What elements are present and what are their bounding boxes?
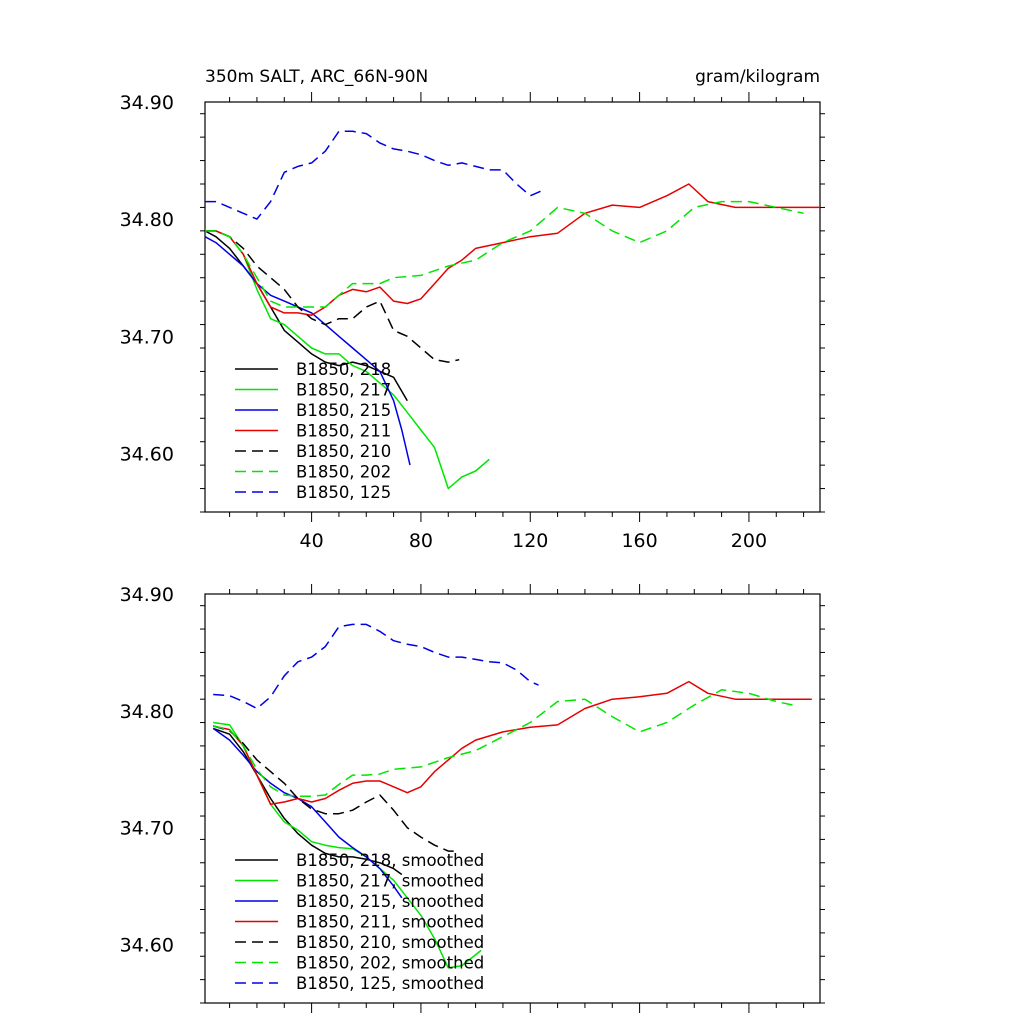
legend-label: B1850, 215, smoothed xyxy=(296,892,484,911)
legend-label: B1850, 217, smoothed xyxy=(296,872,484,891)
x-tick-label: 40 xyxy=(300,530,324,552)
series-line-3 xyxy=(213,680,812,806)
legend-label: B1850, 202, smoothed xyxy=(296,954,484,973)
y-tick-label: 34.80 xyxy=(120,701,174,723)
panel-top: 350m SALT, ARC_66N-90N gram/kilogram 40 8… xyxy=(120,67,825,552)
units-label: gram/kilogram xyxy=(695,67,820,87)
x-tick-label: 80 xyxy=(409,530,433,552)
series-line-5 xyxy=(213,689,799,797)
plot-frame xyxy=(204,101,821,513)
series-line-2 xyxy=(212,727,403,899)
series-line-3 xyxy=(205,183,820,316)
plot-frame xyxy=(204,593,821,1004)
legend-label: B1850, 210, smoothed xyxy=(296,933,484,952)
y-tick-label: 34.70 xyxy=(120,818,174,840)
x-tick-label: 200 xyxy=(731,530,767,552)
y-tick-label: 34.80 xyxy=(120,209,174,231)
series-line-5 xyxy=(205,200,804,308)
y-tick-label: 34.60 xyxy=(120,443,174,465)
legend-label: B1850, 210 xyxy=(296,442,391,461)
y-tick-label: 34.90 xyxy=(120,92,174,114)
legend-label: B1850, 218, smoothed xyxy=(296,851,484,870)
series-line-1 xyxy=(205,230,490,490)
chart-title: 350m SALT, ARC_66N-90N xyxy=(205,67,428,87)
series-line-4 xyxy=(212,725,454,852)
series-line-6 xyxy=(213,623,539,710)
legend-label: B1850, 218 xyxy=(296,360,391,379)
series-line-6 xyxy=(205,130,545,220)
series-line-0 xyxy=(204,230,408,402)
legend-label: B1850, 211 xyxy=(296,422,391,441)
x-tick-label: 120 xyxy=(512,530,548,552)
legend-label: B1850, 215 xyxy=(296,401,391,420)
series-line-2 xyxy=(204,236,411,466)
y-tick-label: 34.60 xyxy=(120,935,174,957)
y-tick-label: 34.70 xyxy=(120,326,174,348)
legend-label: B1850, 217 xyxy=(296,381,391,400)
legend-label: B1850, 202 xyxy=(296,463,391,482)
legend-label: B1850, 125 xyxy=(296,483,391,502)
x-tick-label: 160 xyxy=(621,530,657,552)
legend-label: B1850, 211, smoothed xyxy=(296,913,484,932)
series-line-4 xyxy=(205,230,460,363)
y-tick-label: 34.90 xyxy=(120,584,174,606)
panel-bottom: 34.60 34.70 34.80 34.90 B1850, 218, smoothed… xyxy=(120,584,825,1013)
legend-label: B1850, 125, smoothed xyxy=(296,974,484,993)
